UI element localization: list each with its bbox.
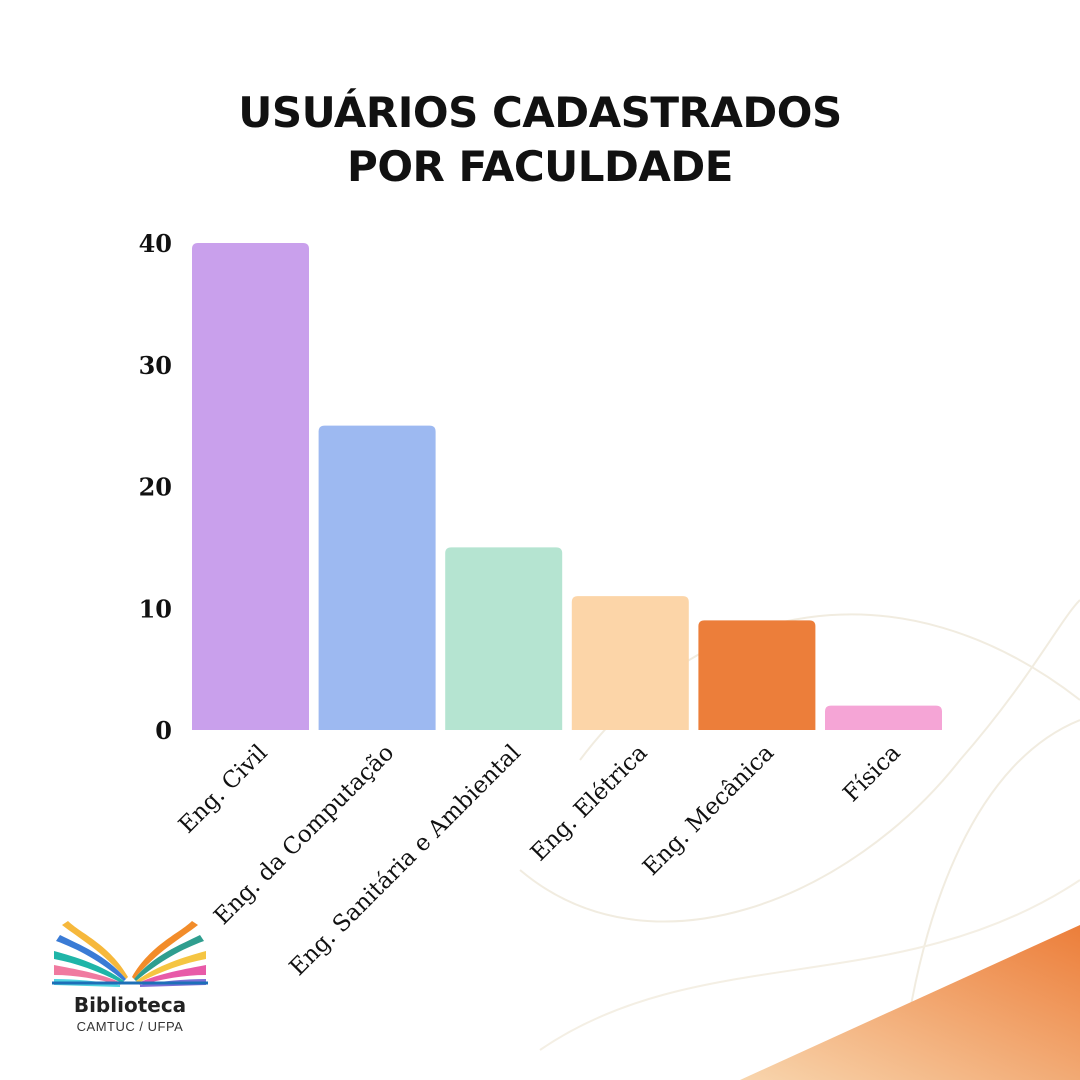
library-logo: Biblioteca CAMTUC / UFPA [44,915,216,1034]
y-tick-label: 0 [155,716,172,745]
x-category-label: Eng. Mecânica [638,740,779,881]
bar-0 [192,243,309,730]
y-tick-label: 20 [139,473,172,502]
x-category-label: Eng. Civil [174,740,273,839]
y-axis-ticks: 0 10 20 30 40 [139,229,172,745]
chart-title-line-1: USUÁRIOS CADASTRADOS [238,88,842,137]
bar-5 [825,705,942,730]
bar-1 [318,425,436,730]
bar-4 [698,620,816,730]
chart-title-line-2: POR FACULDADE [347,142,733,191]
bar-2 [445,547,563,730]
logo-subtitle: CAMTUC / UFPA [76,1019,184,1034]
corner-accent-shape [740,925,1080,1080]
open-book-icon [52,921,208,987]
y-tick-label: 40 [139,229,172,258]
y-tick-label: 10 [139,594,172,623]
x-category-label: Física [839,740,906,807]
chart-title: USUÁRIOS CADASTRADOS POR FACULDADE [0,86,1080,194]
y-tick-label: 30 [139,351,172,380]
x-category-label: Eng. Sanitária e Ambiental [285,740,526,981]
bars [192,243,942,730]
x-category-label: Eng. Elétrica [526,740,653,867]
bar-3 [571,596,689,730]
logo-name: Biblioteca [73,993,187,1017]
